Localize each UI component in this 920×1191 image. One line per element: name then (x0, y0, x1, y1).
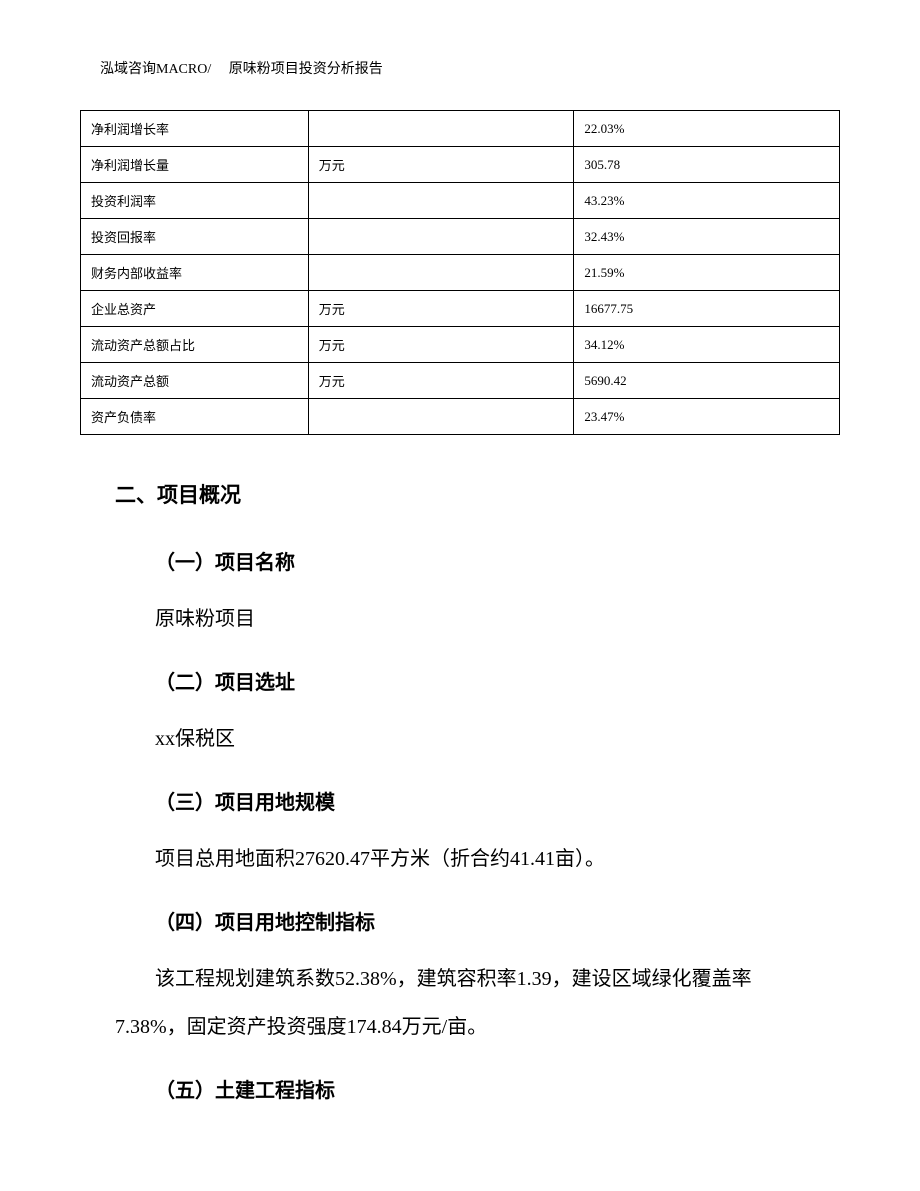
table-row: 财务内部收益率 21.59% (81, 255, 840, 291)
subsection-2-heading: （二）项目选址 (115, 657, 815, 709)
table-row: 流动资产总额万元5690.42 (81, 363, 840, 399)
table-cell-label: 财务内部收益率 (81, 255, 309, 291)
section-heading-2: 二、项目概况 (115, 468, 815, 523)
subsection-4-heading: （四）项目用地控制指标 (115, 897, 815, 949)
table-row: 流动资产总额占比万元34.12% (81, 327, 840, 363)
table-cell-unit: 万元 (308, 291, 574, 327)
subsection-5-heading: （五）土建工程指标 (115, 1065, 815, 1117)
table-cell-value: 34.12% (574, 327, 840, 363)
table-cell-value: 5690.42 (574, 363, 840, 399)
table-cell-value: 22.03% (574, 111, 840, 147)
page-header: 泓域咨询MACRO/ 原味粉项目投资分析报告 (100, 58, 383, 78)
table-cell-label: 资产负债率 (81, 399, 309, 435)
document-content: 二、项目概况 （一）项目名称 原味粉项目 （二）项目选址 xx保税区 （三）项目… (115, 450, 815, 1123)
table-cell-unit: 万元 (308, 147, 574, 183)
subsection-3-text: 项目总用地面积27620.47平方米（折合约41.41亩）。 (115, 835, 815, 883)
table-cell-unit (308, 111, 574, 147)
table-row: 净利润增长率 22.03% (81, 111, 840, 147)
table-cell-label: 流动资产总额占比 (81, 327, 309, 363)
table-cell-label: 流动资产总额 (81, 363, 309, 399)
table-cell-value: 16677.75 (574, 291, 840, 327)
subsection-3-heading: （三）项目用地规模 (115, 777, 815, 829)
table-cell-unit (308, 399, 574, 435)
table-cell-unit: 万元 (308, 363, 574, 399)
header-title: 原味粉项目投资分析报告 (229, 62, 383, 77)
table-row: 投资回报率 32.43% (81, 219, 840, 255)
table-cell-value: 21.59% (574, 255, 840, 291)
table-cell-label: 净利润增长量 (81, 147, 309, 183)
table-cell-label: 投资利润率 (81, 183, 309, 219)
table-row: 资产负债率 23.47% (81, 399, 840, 435)
table-row: 净利润增长量万元305.78 (81, 147, 840, 183)
table-cell-label: 投资回报率 (81, 219, 309, 255)
table-cell-label: 净利润增长率 (81, 111, 309, 147)
table-cell-value: 23.47% (574, 399, 840, 435)
table-row: 投资利润率 43.23% (81, 183, 840, 219)
subsection-1-heading: （一）项目名称 (115, 537, 815, 589)
header-company: 泓域咨询MACRO/ (100, 62, 211, 77)
table-cell-label: 企业总资产 (81, 291, 309, 327)
financial-table: 净利润增长率22.03%净利润增长量万元305.78投资利润率43.23%投资回… (80, 110, 840, 435)
table-cell-value: 32.43% (574, 219, 840, 255)
table-cell-value: 305.78 (574, 147, 840, 183)
table-cell-unit (308, 183, 574, 219)
subsection-1-text: 原味粉项目 (115, 595, 815, 643)
subsection-4-text: 该工程规划建筑系数52.38%，建筑容积率1.39，建设区域绿化覆盖率7.38%… (115, 955, 815, 1051)
table-cell-unit (308, 219, 574, 255)
table-cell-unit (308, 255, 574, 291)
subsection-2-text: xx保税区 (115, 715, 815, 763)
table-row: 企业总资产万元16677.75 (81, 291, 840, 327)
table-cell-unit: 万元 (308, 327, 574, 363)
table-cell-value: 43.23% (574, 183, 840, 219)
